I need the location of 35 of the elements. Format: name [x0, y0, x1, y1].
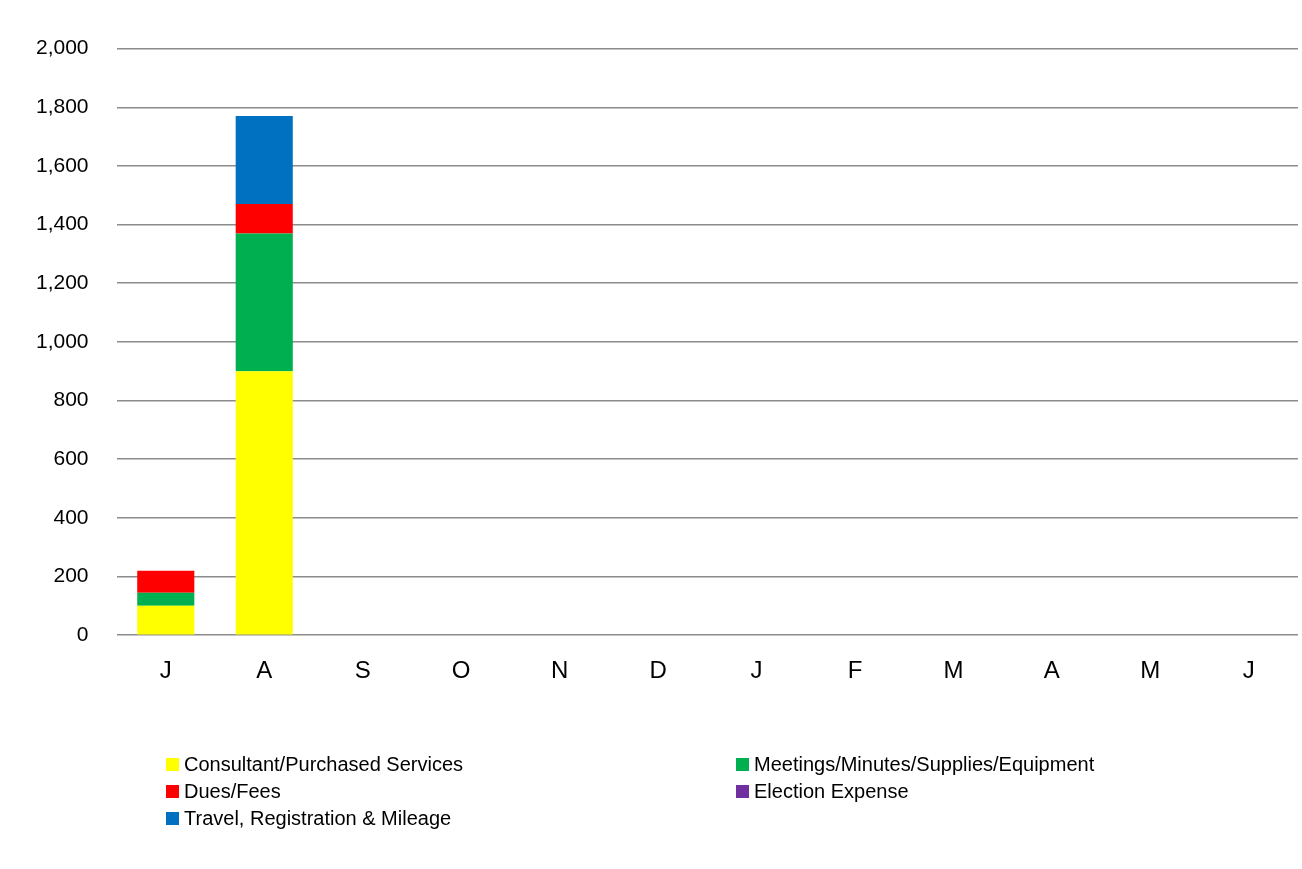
legend-label: Travel, Registration & Mileage — [184, 807, 452, 830]
x-tick-label: A — [1043, 656, 1060, 684]
bar — [137, 570, 195, 593]
x-tick-label: J — [1242, 656, 1255, 684]
x-tick-label: M — [943, 656, 964, 684]
x-tick-label: S — [354, 656, 371, 684]
bar — [235, 371, 293, 635]
y-tick-label: 1,200 — [35, 270, 89, 294]
x-tick-label: O — [451, 656, 471, 684]
bar — [235, 116, 293, 205]
x-tick-label: J — [159, 656, 172, 684]
y-tick-label: 200 — [53, 563, 89, 587]
x-tick-label: F — [847, 656, 863, 684]
y-tick-label: 400 — [53, 504, 89, 528]
y-tick-label: 1,800 — [35, 94, 89, 118]
x-tick-label: N — [550, 656, 569, 684]
bar — [137, 592, 195, 606]
x-tick-label: A — [256, 656, 273, 684]
legend-label: Meetings/Minutes/Supplies/Equipment — [754, 753, 1095, 776]
legend-label: Consultant/Purchased Services — [184, 753, 464, 776]
x-tick-label: M — [1140, 656, 1161, 684]
bar — [137, 605, 195, 635]
y-tick-label: 2,000 — [35, 35, 89, 59]
y-tick-label: 600 — [53, 446, 89, 470]
legend-label: Election Expense — [754, 780, 909, 803]
x-tick-label: J — [750, 656, 763, 684]
y-tick-label: 0 — [76, 622, 89, 645]
x-tick-label: D — [649, 656, 667, 684]
y-tick-label: 1,600 — [35, 152, 89, 176]
y-tick-label: 1,400 — [35, 211, 89, 235]
legend-label: Dues/Fees — [184, 780, 281, 803]
y-tick-label: 800 — [53, 387, 89, 411]
bar — [235, 204, 293, 234]
bar — [235, 233, 293, 372]
y-tick-label: 1,000 — [35, 328, 89, 352]
